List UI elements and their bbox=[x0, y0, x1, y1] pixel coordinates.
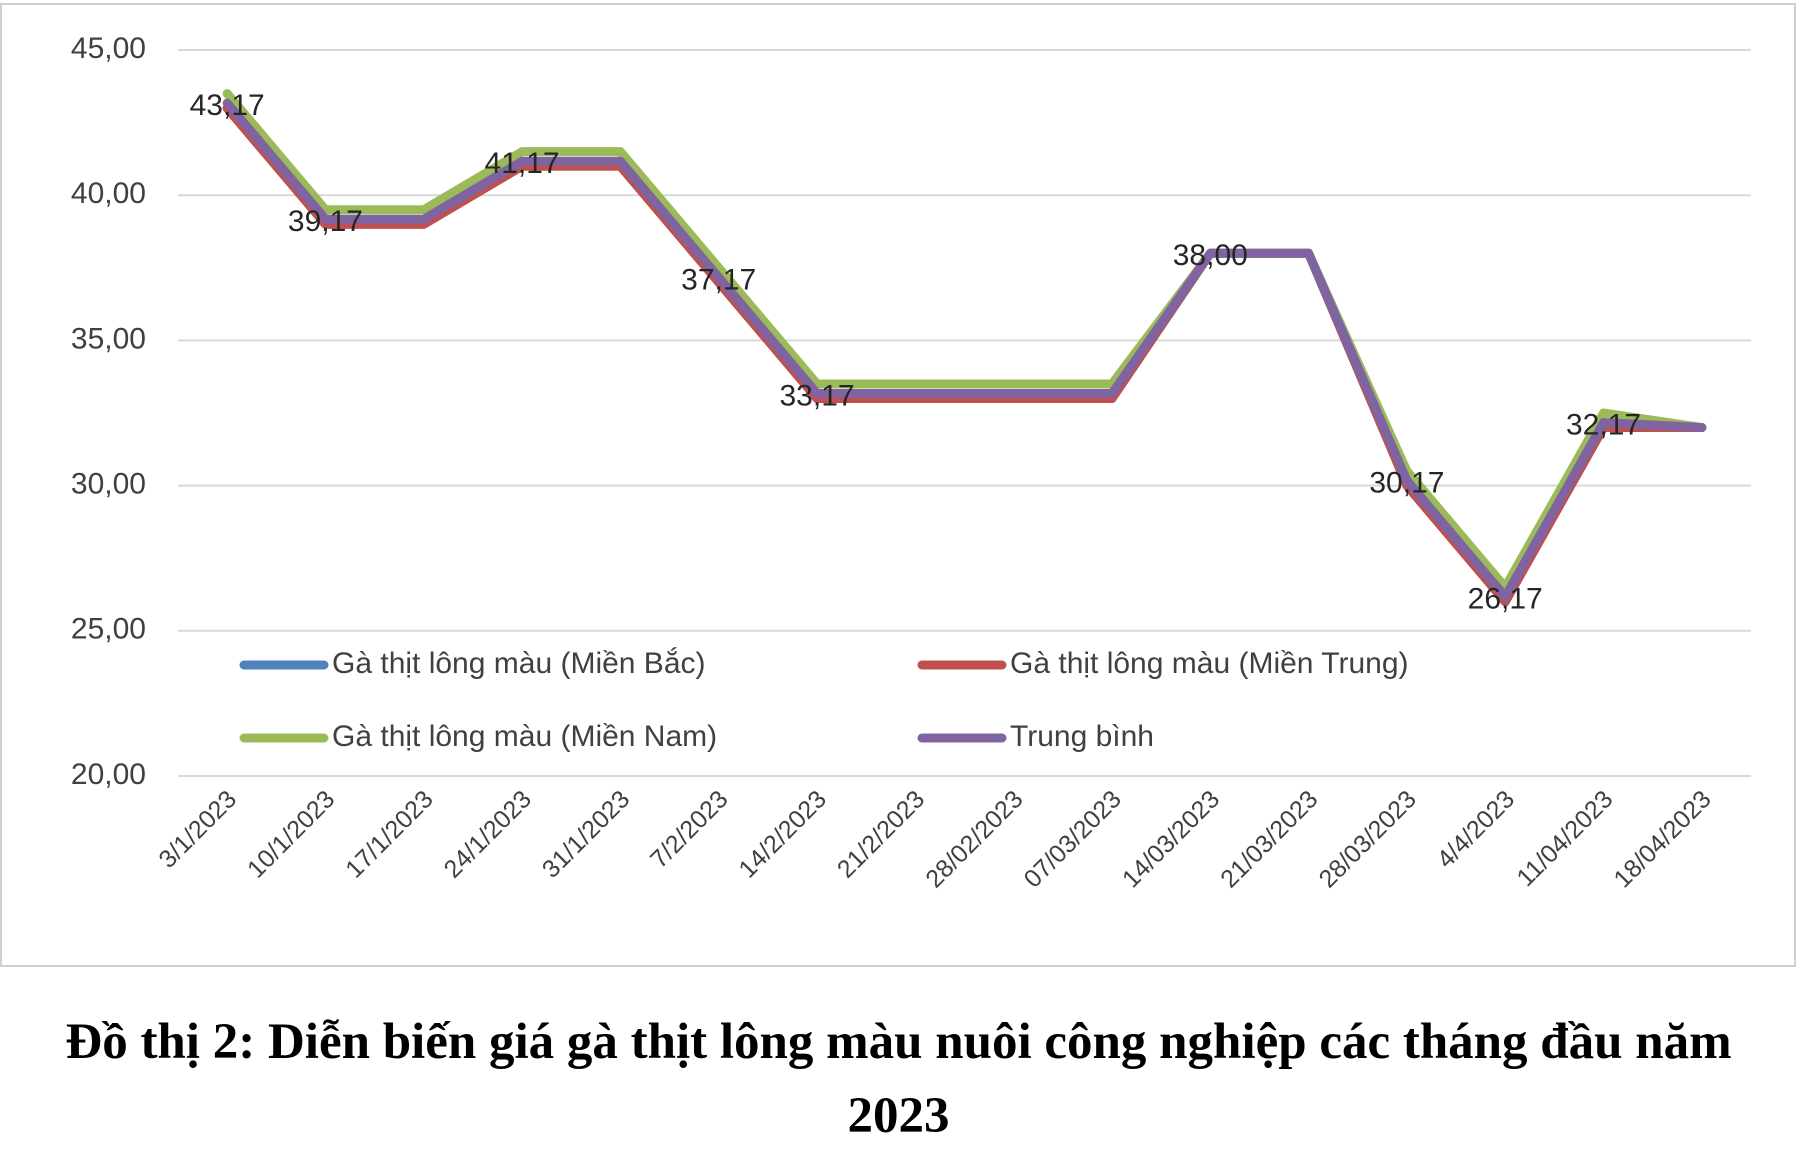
chart-title: Đồ thị 2: Diễn biến giá gà thịt lông màu… bbox=[65, 1014, 1732, 1144]
y-tick-label: 20,00 bbox=[71, 758, 146, 791]
data-label: 43,17 bbox=[190, 89, 265, 122]
data-label: 26,17 bbox=[1468, 583, 1543, 616]
legend-label: Gà thịt lông màu (Miền Nam) bbox=[332, 720, 717, 753]
y-tick-label: 40,00 bbox=[71, 177, 146, 210]
y-tick-label: 35,00 bbox=[71, 322, 146, 355]
data-label: 32,17 bbox=[1566, 409, 1641, 442]
data-label: 38,00 bbox=[1173, 239, 1248, 272]
data-label: 39,17 bbox=[288, 205, 363, 238]
series-line bbox=[222, 98, 1707, 602]
legend-label: Gà thịt lông màu (Miền Trung) bbox=[1010, 647, 1409, 680]
data-label: 41,17 bbox=[485, 147, 560, 180]
y-tick-label: 30,00 bbox=[71, 468, 146, 501]
y-tick-label: 45,00 bbox=[71, 32, 146, 65]
legend-label: Trung bình bbox=[1010, 720, 1154, 753]
data-label: 33,17 bbox=[779, 379, 854, 412]
series-line bbox=[222, 89, 1707, 592]
data-label: 37,17 bbox=[681, 263, 756, 296]
y-tick-label: 25,00 bbox=[71, 613, 146, 646]
data-label: 30,17 bbox=[1369, 467, 1444, 500]
legend-label: Gà thịt lông màu (Miền Bắc) bbox=[332, 647, 706, 680]
